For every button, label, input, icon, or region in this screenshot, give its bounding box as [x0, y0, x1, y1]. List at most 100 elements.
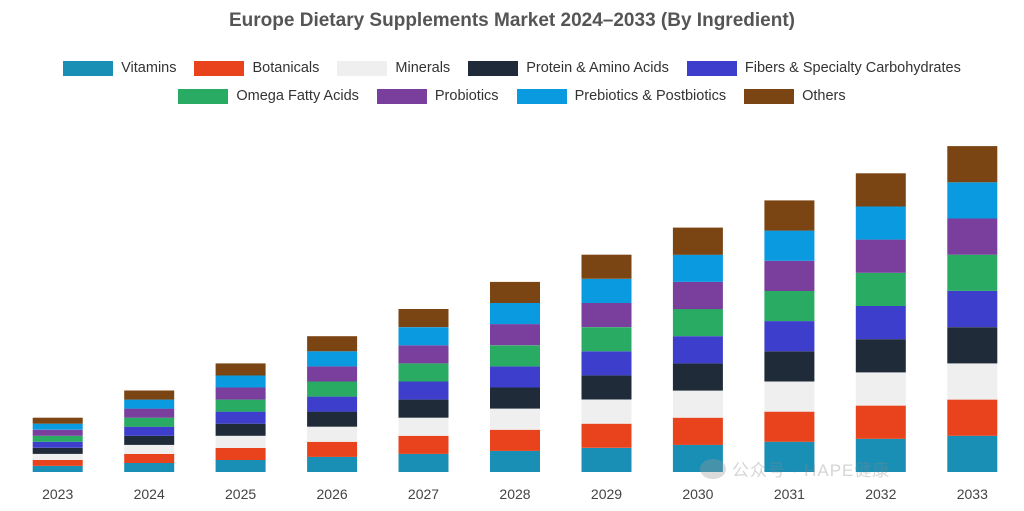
legend-item-probiotics[interactable]: Probiotics — [376, 88, 499, 104]
bar-segment-2023-protein-amino-acids[interactable] — [32, 447, 83, 454]
bar-segment-2031-protein-amino-acids[interactable] — [764, 351, 815, 382]
bar-segment-2028-protein-amino-acids[interactable] — [490, 387, 540, 409]
bar-segment-2025-minerals[interactable] — [215, 435, 266, 448]
bar-segment-2028-minerals[interactable] — [490, 408, 540, 430]
bar-segment-2027-prebiotics-postbiotics[interactable] — [398, 327, 449, 346]
bar-segment-2029-protein-amino-acids[interactable] — [581, 375, 632, 400]
bar-segment-2025-prebiotics-postbiotics[interactable] — [215, 375, 266, 388]
legend-item-fibers-specialty-carbohydrates[interactable]: Fibers & Specialty Carbohydrates — [686, 60, 961, 76]
bar-segment-2028-omega-fatty-acids[interactable] — [490, 345, 540, 367]
bar-segment-2033-vitamins[interactable] — [947, 435, 998, 472]
legend-item-protein-amino-acids[interactable]: Protein & Amino Acids — [468, 60, 669, 76]
legend-item-botanicals[interactable]: Botanicals — [194, 60, 319, 76]
bar-segment-2023-minerals[interactable] — [32, 453, 83, 460]
bar-segment-2031-omega-fatty-acids[interactable] — [764, 290, 815, 322]
bar-segment-2030-vitamins[interactable] — [672, 444, 723, 472]
bar-segment-2024-omega-fatty-acids[interactable] — [124, 417, 175, 427]
bar-segment-2033-others[interactable] — [947, 146, 998, 183]
bar-segment-2032-others[interactable] — [855, 173, 906, 207]
bar-segment-2024-vitamins[interactable] — [124, 462, 175, 472]
bar-segment-2023-prebiotics-postbiotics[interactable] — [32, 423, 83, 430]
bar-segment-2029-others[interactable] — [581, 254, 632, 279]
bar-segment-2026-fibers-specialty-carbohydrates[interactable] — [307, 396, 358, 412]
bar-segment-2023-probiotics[interactable] — [32, 429, 83, 436]
bar-segment-2025-others[interactable] — [215, 363, 266, 376]
bar-segment-2032-botanicals[interactable] — [855, 405, 906, 439]
bar-segment-2033-minerals[interactable] — [947, 363, 998, 400]
bar-segment-2026-minerals[interactable] — [307, 426, 358, 442]
bar-segment-2030-botanicals[interactable] — [672, 417, 723, 445]
bar-segment-2031-prebiotics-postbiotics[interactable] — [764, 230, 815, 261]
legend-item-omega-fatty-acids[interactable]: Omega Fatty Acids — [178, 88, 359, 104]
bar-segment-2033-fibers-specialty-carbohydrates[interactable] — [947, 290, 998, 328]
bar-segment-2025-vitamins[interactable] — [215, 459, 266, 472]
bar-segment-2029-omega-fatty-acids[interactable] — [581, 327, 632, 352]
bar-segment-2024-fibers-specialty-carbohydrates[interactable] — [124, 426, 175, 436]
bar-segment-2032-prebiotics-postbiotics[interactable] — [855, 206, 906, 240]
bar-segment-2027-vitamins[interactable] — [398, 453, 449, 472]
bar-segment-2027-omega-fatty-acids[interactable] — [398, 363, 449, 382]
bar-segment-2031-probiotics[interactable] — [764, 260, 815, 291]
bar-segment-2033-protein-amino-acids[interactable] — [947, 327, 998, 364]
bar-segment-2030-protein-amino-acids[interactable] — [672, 363, 723, 391]
bar-segment-2025-omega-fatty-acids[interactable] — [215, 399, 266, 412]
bar-segment-2026-vitamins[interactable] — [307, 456, 358, 472]
legend-item-others[interactable]: Others — [744, 88, 846, 104]
bar-segment-2030-probiotics[interactable] — [672, 281, 723, 310]
bar-segment-2023-omega-fatty-acids[interactable] — [32, 435, 83, 442]
legend-item-minerals[interactable]: Minerals — [337, 60, 450, 76]
bar-segment-2029-prebiotics-postbiotics[interactable] — [581, 278, 632, 303]
bar-segment-2027-others[interactable] — [398, 309, 449, 328]
bar-segment-2032-minerals[interactable] — [855, 372, 906, 406]
bar-segment-2024-probiotics[interactable] — [124, 408, 175, 418]
bar-segment-2029-minerals[interactable] — [581, 399, 632, 424]
bar-segment-2032-vitamins[interactable] — [855, 438, 906, 472]
bar-segment-2025-botanicals[interactable] — [215, 447, 266, 460]
legend-item-vitamins[interactable]: Vitamins — [63, 60, 176, 76]
bar-segment-2033-botanicals[interactable] — [947, 399, 998, 436]
bar-segment-2026-prebiotics-postbiotics[interactable] — [307, 351, 358, 367]
bar-segment-2028-botanicals[interactable] — [490, 429, 540, 451]
bar-segment-2032-protein-amino-acids[interactable] — [855, 339, 906, 373]
bar-segment-2029-probiotics[interactable] — [581, 303, 632, 328]
bar-segment-2033-omega-fatty-acids[interactable] — [947, 254, 998, 291]
bar-segment-2032-probiotics[interactable] — [855, 239, 906, 273]
bar-segment-2027-botanicals[interactable] — [398, 435, 449, 454]
bar-segment-2024-prebiotics-postbiotics[interactable] — [124, 399, 175, 409]
bar-segment-2026-omega-fatty-acids[interactable] — [307, 381, 358, 397]
bar-segment-2032-fibers-specialty-carbohydrates[interactable] — [855, 306, 906, 340]
bar-segment-2027-protein-amino-acids[interactable] — [398, 399, 449, 418]
bar-segment-2025-probiotics[interactable] — [215, 387, 266, 400]
bar-segment-2026-others[interactable] — [307, 336, 358, 352]
bar-segment-2023-botanicals[interactable] — [32, 459, 83, 466]
bar-segment-2027-minerals[interactable] — [398, 417, 449, 436]
bar-segment-2024-botanicals[interactable] — [124, 453, 175, 463]
bar-segment-2029-fibers-specialty-carbohydrates[interactable] — [581, 351, 632, 376]
bar-segment-2026-protein-amino-acids[interactable] — [307, 411, 358, 427]
bar-segment-2027-probiotics[interactable] — [398, 345, 449, 364]
legend-item-prebiotics-postbiotics[interactable]: Prebiotics & Postbiotics — [516, 88, 726, 104]
bar-segment-2031-botanicals[interactable] — [764, 411, 815, 442]
bar-segment-2026-botanicals[interactable] — [307, 441, 358, 457]
bar-segment-2029-vitamins[interactable] — [581, 447, 632, 472]
bar-segment-2027-fibers-specialty-carbohydrates[interactable] — [398, 381, 449, 400]
bar-segment-2030-prebiotics-postbiotics[interactable] — [672, 254, 723, 282]
bar-segment-2030-others[interactable] — [672, 227, 723, 255]
bar-segment-2025-protein-amino-acids[interactable] — [215, 423, 266, 436]
bar-segment-2025-fibers-specialty-carbohydrates[interactable] — [215, 411, 266, 424]
bar-segment-2032-omega-fatty-acids[interactable] — [855, 272, 906, 306]
bar-segment-2028-prebiotics-postbiotics[interactable] — [490, 303, 540, 325]
bar-segment-2028-fibers-specialty-carbohydrates[interactable] — [490, 366, 540, 388]
bar-segment-2028-others[interactable] — [490, 281, 540, 303]
bar-segment-2026-probiotics[interactable] — [307, 366, 358, 382]
bar-segment-2031-minerals[interactable] — [764, 381, 815, 412]
bar-segment-2030-omega-fatty-acids[interactable] — [672, 309, 723, 337]
bar-segment-2033-probiotics[interactable] — [947, 218, 998, 255]
bar-segment-2028-probiotics[interactable] — [490, 324, 540, 346]
bar-segment-2030-fibers-specialty-carbohydrates[interactable] — [672, 336, 723, 364]
bar-segment-2024-minerals[interactable] — [124, 444, 175, 454]
bar-segment-2024-protein-amino-acids[interactable] — [124, 435, 175, 445]
bar-segment-2033-prebiotics-postbiotics[interactable] — [947, 182, 998, 219]
bar-segment-2031-others[interactable] — [764, 200, 815, 231]
bar-segment-2023-others[interactable] — [32, 417, 83, 424]
